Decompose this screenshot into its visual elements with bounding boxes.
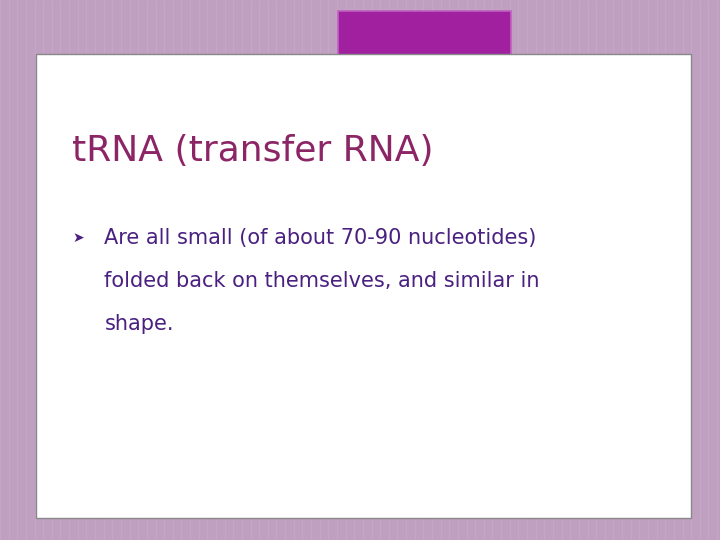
FancyBboxPatch shape <box>338 11 511 81</box>
Text: ➤: ➤ <box>72 231 84 245</box>
FancyBboxPatch shape <box>36 54 691 518</box>
Text: folded back on themselves, and similar in: folded back on themselves, and similar i… <box>104 271 540 291</box>
Text: tRNA (transfer RNA): tRNA (transfer RNA) <box>72 134 433 168</box>
Text: Are all small (of about 70-90 nucleotides): Are all small (of about 70-90 nucleotide… <box>104 227 537 248</box>
Text: shape.: shape. <box>104 314 174 334</box>
